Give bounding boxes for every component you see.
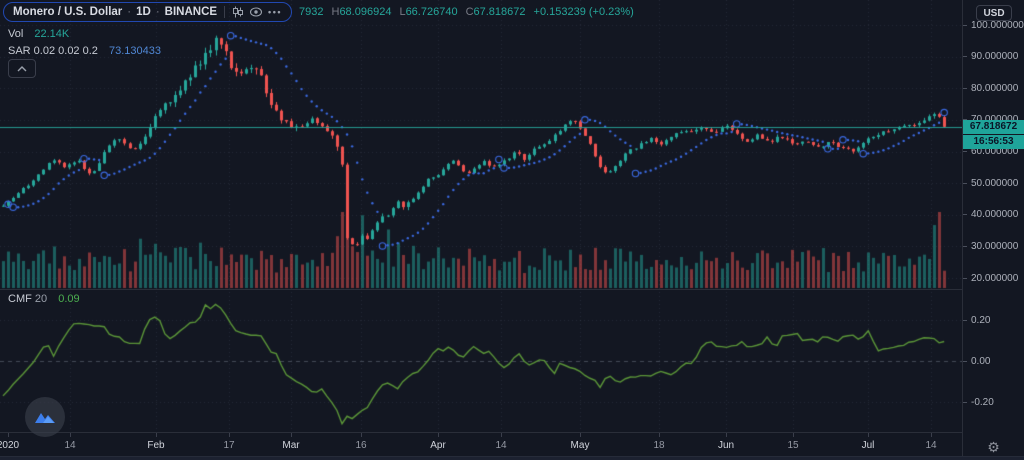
time-axis-tickmark: [8, 433, 9, 437]
price-axis-tick: -0.20: [963, 396, 994, 408]
last-price-label: 67.818672: [963, 119, 1024, 134]
ohlc-item: L66.726740: [399, 6, 458, 18]
ohlc-item: C67.818672: [465, 6, 526, 18]
time-axis-tick: 14: [64, 440, 76, 451]
price-axis-tick: 0.00: [963, 355, 990, 367]
time-axis-tickmark: [291, 433, 292, 437]
time-axis-tick: 16: [355, 440, 367, 451]
axis-settings-corner: ⚙: [963, 433, 1024, 460]
time-axis-tickmark: [931, 433, 932, 437]
cmf-label: CMF: [8, 293, 32, 305]
time-axis-tickmark: [580, 433, 581, 437]
ohlc-values: 7932 H68.096924 L66.726740 C67.818672 +0.153…: [299, 6, 634, 18]
sar-indicator-legend[interactable]: SAR 0.02 0.02 0.2 73.130433: [8, 45, 161, 57]
exchange-label: BINANCE: [164, 6, 218, 18]
time-axis-tick: Jul: [861, 440, 875, 451]
time-axis-tick: 18: [653, 440, 665, 451]
time-axis-tick: 15: [787, 440, 799, 451]
price-axis-tick: 30.000000: [963, 240, 1018, 252]
ohlc-item: 7932: [299, 6, 324, 18]
price-axis-tick: 20.000000: [963, 272, 1018, 284]
chevron-up-icon: [17, 65, 27, 71]
volume-indicator-legend[interactable]: Vol 22.14K: [8, 28, 69, 40]
price-axis-tick: 90.000000: [963, 51, 1018, 63]
gear-icon[interactable]: ⚙: [987, 438, 1000, 455]
time-axis-tick: 14: [925, 440, 937, 451]
sar-value: 73.130433: [108, 45, 161, 57]
time-axis-tickmark: [793, 433, 794, 437]
price-axis-tick: 80.000000: [963, 82, 1018, 94]
time-axis-tick: 17: [223, 440, 235, 451]
time-axis-tick: 2020: [0, 440, 20, 451]
volume-value: 22.14K: [34, 28, 70, 40]
pane-separator[interactable]: [0, 289, 1024, 290]
chart-legend-header: Monero / U.S. Dollar · 1D · BINANCE: [3, 2, 634, 22]
cmf-param: 20: [34, 293, 48, 305]
price-axis-separator: [962, 0, 963, 460]
time-axis-tickmark: [70, 433, 71, 437]
cmf-indicator-legend[interactable]: CMF 20 0.09: [8, 293, 80, 305]
collapse-legend-button[interactable]: [8, 59, 36, 78]
time-axis-separator: [0, 432, 1024, 433]
price-axis-tick: 40.000000: [963, 209, 1018, 221]
time-axis-tick: Apr: [430, 440, 446, 451]
mountains-logo-icon: [35, 413, 55, 423]
time-axis-tickmark: [156, 433, 157, 437]
symbol-title: Monero / U.S. Dollar: [13, 6, 123, 18]
candle-style-icon[interactable]: [232, 6, 244, 18]
price-axis-tick: 0.20: [963, 314, 990, 326]
bar-countdown-label: 16:56:53: [963, 134, 1024, 149]
header-divider: [224, 6, 226, 18]
title-separator: ·: [127, 6, 132, 18]
time-axis-tickmark: [868, 433, 869, 437]
currency-button[interactable]: USD: [976, 5, 1012, 21]
price-axis-tick: 100.000000: [963, 19, 1024, 31]
price-axis[interactable]: USD 100.00000090.00000080.00000070.00000…: [963, 0, 1024, 433]
symbol-header[interactable]: Monero / U.S. Dollar · 1D · BINANCE: [3, 2, 292, 22]
time-axis-tickmark: [501, 433, 502, 437]
main-chart-canvas[interactable]: [0, 0, 962, 433]
exchange-logo-badge: [25, 397, 65, 437]
ohlc-item: +0.153239 (+0.23%): [533, 6, 634, 18]
time-axis-tick: Jun: [717, 440, 735, 451]
ohlc-item: H68.096924: [331, 6, 392, 18]
time-axis-tickmark: [726, 433, 727, 437]
time-axis-tickmark: [229, 433, 230, 437]
time-axis-tick: Feb: [147, 440, 165, 451]
price-axis-tick: 50.000000: [963, 177, 1018, 189]
title-separator: ·: [155, 6, 160, 18]
bottom-toolbar-edge: [0, 456, 1024, 460]
interval-label[interactable]: 1D: [136, 6, 151, 18]
time-axis-tickmark: [438, 433, 439, 437]
time-axis-tick: May: [570, 440, 590, 451]
volume-label: Vol: [8, 28, 24, 40]
time-axis[interactable]: 2020 14 Feb 17 Mar 16 Apr 14 May 18 Jun 15 Jul 14: [0, 433, 962, 460]
time-axis-tickmark: [659, 433, 660, 437]
time-axis-tickmark: [361, 433, 362, 437]
more-options-icon[interactable]: •••: [268, 7, 282, 17]
cmf-value: 0.09: [58, 293, 80, 305]
price-axis-tick: 60.000000: [963, 146, 1018, 158]
eye-icon[interactable]: [249, 6, 263, 18]
time-axis-tick: 14: [495, 440, 507, 451]
sar-label: SAR 0.02 0.02 0.2: [8, 45, 98, 57]
time-axis-tick: Mar: [282, 440, 300, 451]
